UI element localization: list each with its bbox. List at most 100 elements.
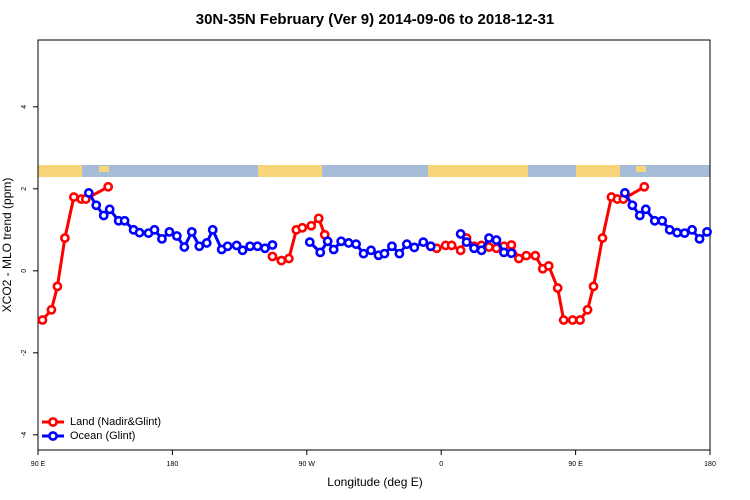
point [394, 248, 405, 259]
point [506, 240, 517, 250]
point [104, 204, 115, 215]
point [351, 239, 361, 250]
point [619, 188, 630, 198]
y-tick-label: 0 [21, 269, 28, 273]
point [418, 237, 429, 248]
point [157, 233, 167, 244]
legend-marker [48, 431, 58, 441]
point [358, 248, 369, 259]
point [425, 241, 436, 252]
point [134, 227, 145, 238]
y-axis-label: XCO2 - MLO trend (ppm) [0, 178, 14, 313]
point [98, 210, 109, 221]
point [461, 237, 472, 248]
point [222, 241, 233, 252]
point [627, 200, 638, 211]
point [237, 245, 248, 256]
point [575, 315, 585, 325]
point [304, 237, 315, 248]
x-tick-label: 0 [439, 461, 443, 468]
point [567, 315, 578, 325]
land-strip [38, 165, 82, 177]
point [83, 188, 94, 198]
point [379, 248, 390, 259]
point [306, 220, 317, 231]
point [260, 243, 270, 254]
point [336, 236, 347, 247]
point [513, 253, 524, 264]
point [634, 210, 645, 221]
land-strip [99, 166, 109, 172]
point [521, 250, 532, 261]
point [409, 242, 420, 253]
x-tick-label: 90 E [31, 461, 46, 468]
point [103, 181, 114, 192]
point [639, 181, 650, 192]
point [491, 235, 502, 245]
point [484, 233, 494, 243]
point [68, 192, 79, 202]
point [597, 233, 608, 243]
x-tick-label: 90 W [299, 461, 316, 468]
y-tick-label: 2 [21, 187, 28, 191]
x-tick-label: 180 [167, 461, 179, 468]
point [476, 245, 487, 256]
point [322, 236, 333, 247]
point [297, 222, 308, 233]
legend: Land (Nadir&Glint) Ocean (Glint) [42, 416, 161, 442]
point [171, 231, 182, 241]
point [164, 226, 175, 237]
y-tick-label: 4 [21, 105, 28, 109]
point [664, 224, 675, 235]
point [252, 241, 263, 252]
point [201, 238, 212, 248]
point [702, 226, 712, 237]
map-strip [38, 165, 710, 177]
point [59, 233, 70, 243]
point [179, 242, 190, 252]
point [328, 244, 339, 255]
point [315, 247, 326, 258]
x-tick-label: 90 E [568, 461, 583, 468]
chart-title: 30N-35N February (Ver 9) 2014-09-06 to 2… [196, 11, 555, 28]
point [672, 227, 683, 238]
point [52, 281, 63, 292]
point [582, 304, 593, 315]
ocean-strip [38, 165, 710, 177]
point [558, 315, 569, 325]
point [149, 224, 160, 235]
point [245, 241, 255, 252]
point [267, 251, 278, 262]
point [119, 215, 130, 226]
point [455, 229, 466, 239]
point [506, 248, 517, 259]
x-axis-label: Longitude (deg E) [327, 475, 422, 489]
point [46, 304, 57, 315]
point [687, 224, 697, 235]
point [194, 241, 205, 252]
point [446, 240, 457, 251]
x-tick-label: 180 [704, 461, 716, 468]
point [543, 261, 554, 271]
point [37, 315, 48, 325]
point [267, 240, 278, 250]
point [679, 228, 690, 239]
point [657, 215, 668, 226]
point [694, 233, 705, 244]
point [366, 245, 376, 256]
legend-label: Land (Nadir&Glint) [70, 416, 161, 428]
point [401, 239, 412, 250]
legend-marker [48, 417, 58, 427]
point [455, 245, 466, 256]
land-strip [428, 165, 528, 177]
land-strip [636, 166, 646, 172]
point [186, 226, 197, 237]
point [552, 283, 563, 293]
point [231, 240, 242, 251]
land-strip [258, 165, 322, 177]
point [387, 241, 397, 252]
series [83, 188, 712, 261]
point [283, 253, 294, 264]
y-tick-label: -2 [21, 350, 28, 356]
